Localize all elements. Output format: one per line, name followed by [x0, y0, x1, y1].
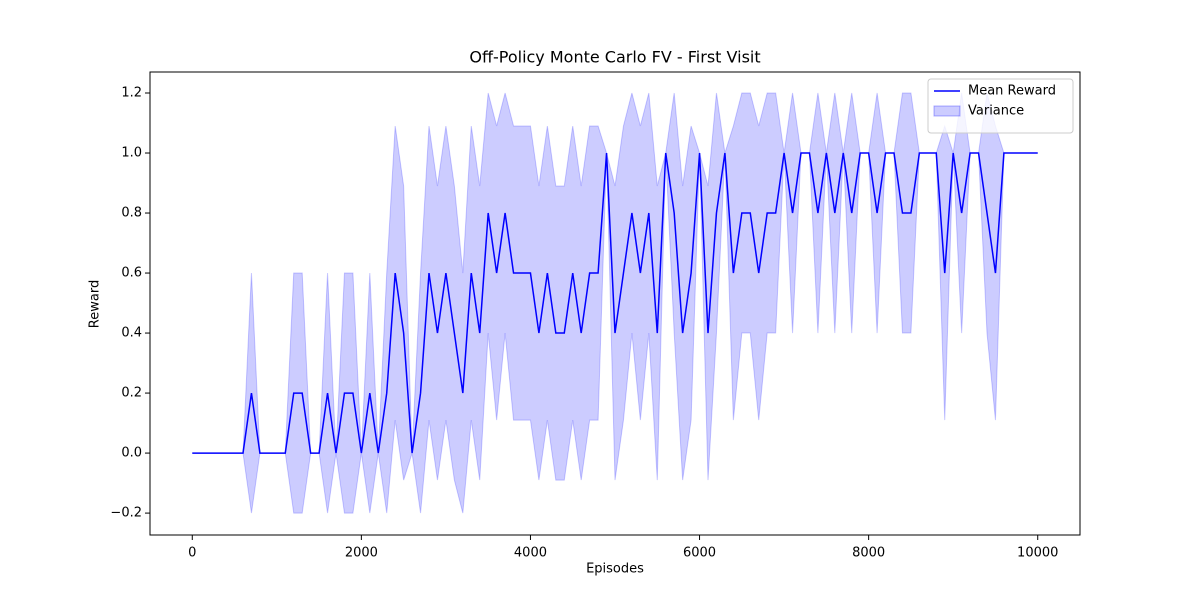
y-tick-label: 0.0 [121, 446, 142, 461]
y-tick-label: 0.2 [121, 386, 142, 401]
y-tick-label: −0.2 [110, 506, 142, 521]
legend-label: Variance [968, 104, 1024, 119]
chart-title: Off-Policy Monte Carlo FV - First Visit [469, 48, 760, 67]
mean-line [192, 152, 1038, 454]
x-tick-label: 0 [188, 546, 196, 561]
legend-box [927, 78, 1074, 134]
y-tick-label: 0.8 [121, 206, 142, 221]
plot-frame [149, 71, 1081, 536]
x-tick-label: 4000 [514, 546, 547, 561]
x-tick-label: 8000 [852, 546, 885, 561]
variance-band [192, 92, 1038, 514]
x-tick-label: 2000 [345, 546, 378, 561]
y-tick-label: 1.0 [121, 146, 142, 161]
y-tick-label: 0.4 [121, 326, 142, 341]
y-tick-label: 1.2 [121, 86, 142, 101]
legend-swatch [933, 105, 961, 117]
x-tick-label: 6000 [683, 546, 716, 561]
y-tick-label: 0.6 [121, 266, 142, 281]
y-axis-label: Reward [88, 280, 103, 328]
x-tick-label: 10000 [1017, 546, 1058, 561]
legend-label: Mean Reward [968, 84, 1056, 99]
x-axis-label: Episodes [586, 562, 644, 577]
